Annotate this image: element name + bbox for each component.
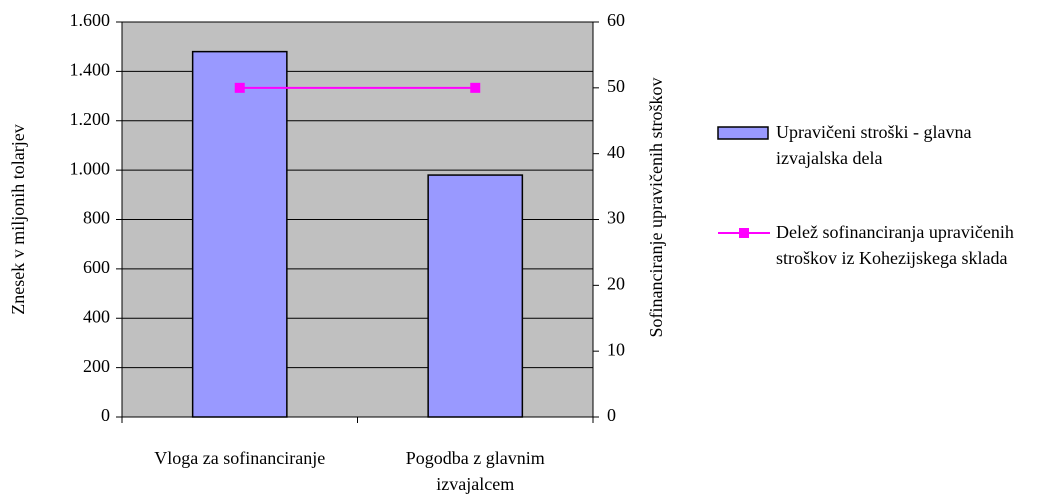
- y2-tick-label: 0: [607, 405, 616, 425]
- y2-tick-label: 40: [607, 142, 625, 162]
- line-marker: [234, 82, 245, 93]
- y-tick-label: 800: [83, 208, 110, 228]
- line-marker: [470, 82, 481, 93]
- legend-swatch: [717, 126, 769, 140]
- x-tick-label: Pogodba z glavnim izvajalcem: [405, 448, 545, 494]
- y-tick-label: 400: [83, 306, 110, 326]
- x-tick-label: Vloga za sofinanciranje: [154, 448, 326, 468]
- y2-tick-label: 50: [607, 76, 625, 96]
- y-tick-label: 1.200: [70, 109, 111, 129]
- y-tick-label: 0: [101, 405, 110, 425]
- y-axis-title: Znesek v miljonih tolarjev: [8, 124, 28, 314]
- bar: [191, 50, 288, 418]
- y2-tick-label: 30: [607, 208, 625, 228]
- legend-marker: [739, 228, 749, 238]
- y2-tick-label: 10: [607, 339, 625, 359]
- y2-tick-label: 20: [607, 273, 625, 293]
- legend-label: Delež sofinanciranja upravičenih stroško…: [776, 222, 1014, 268]
- y-tick-label: 1.600: [70, 10, 111, 30]
- y2-tick-label: 60: [607, 10, 625, 30]
- y-tick-label: 600: [83, 257, 110, 277]
- y-tick-label: 1.000: [70, 158, 111, 178]
- y-tick-label: 1.400: [70, 60, 111, 80]
- y2-axis-title: Sofinanciranje upravičenih stroškov: [646, 78, 666, 338]
- bar: [427, 174, 524, 418]
- y-tick-label: 200: [83, 356, 110, 376]
- legend-label: Upravičeni stroški - glavna izvajalska d…: [776, 122, 972, 168]
